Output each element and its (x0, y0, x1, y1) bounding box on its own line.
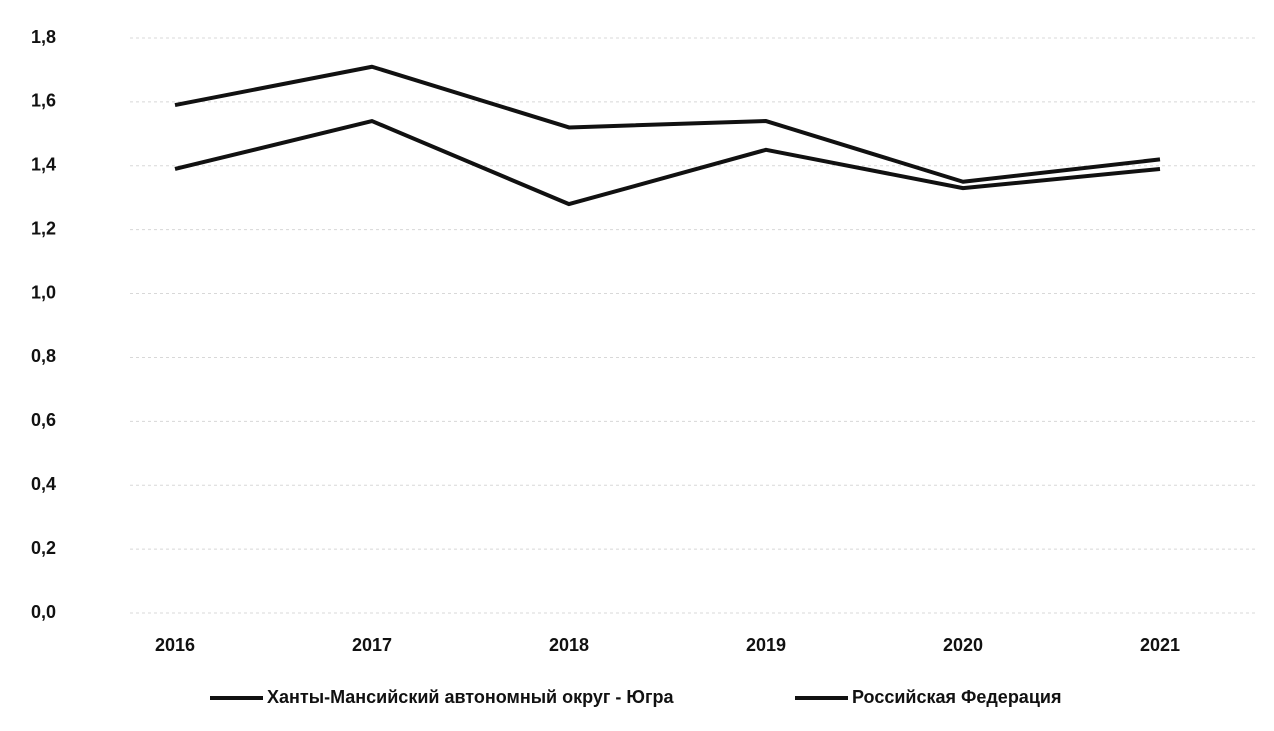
y-tick-label: 1,8 (31, 27, 56, 47)
series-line (174, 119, 1161, 207)
x-tick-label: 2020 (943, 635, 983, 655)
series-line (174, 64, 1161, 184)
y-tick-label: 1,0 (31, 282, 56, 302)
y-tick-label: 1,2 (31, 218, 56, 238)
legend-label: Ханты-Мансийский автономный округ - Югра (267, 687, 674, 707)
x-tick-label: 2016 (155, 635, 195, 655)
y-tick-label: 0,4 (31, 474, 56, 494)
x-tick-label: 2021 (1140, 635, 1180, 655)
y-tick-label: 1,4 (31, 155, 56, 175)
y-tick-label: 0,0 (31, 602, 56, 622)
y-tick-label: 1,6 (31, 91, 56, 111)
x-tick-label: 2019 (746, 635, 786, 655)
y-tick-label: 0,2 (31, 538, 56, 558)
x-tick-label: 2018 (549, 635, 589, 655)
y-tick-label: 0,8 (31, 346, 56, 366)
x-tick-label: 2017 (352, 635, 392, 655)
y-tick-label: 0,6 (31, 410, 56, 430)
legend-label: Российская Федерация (852, 687, 1061, 707)
